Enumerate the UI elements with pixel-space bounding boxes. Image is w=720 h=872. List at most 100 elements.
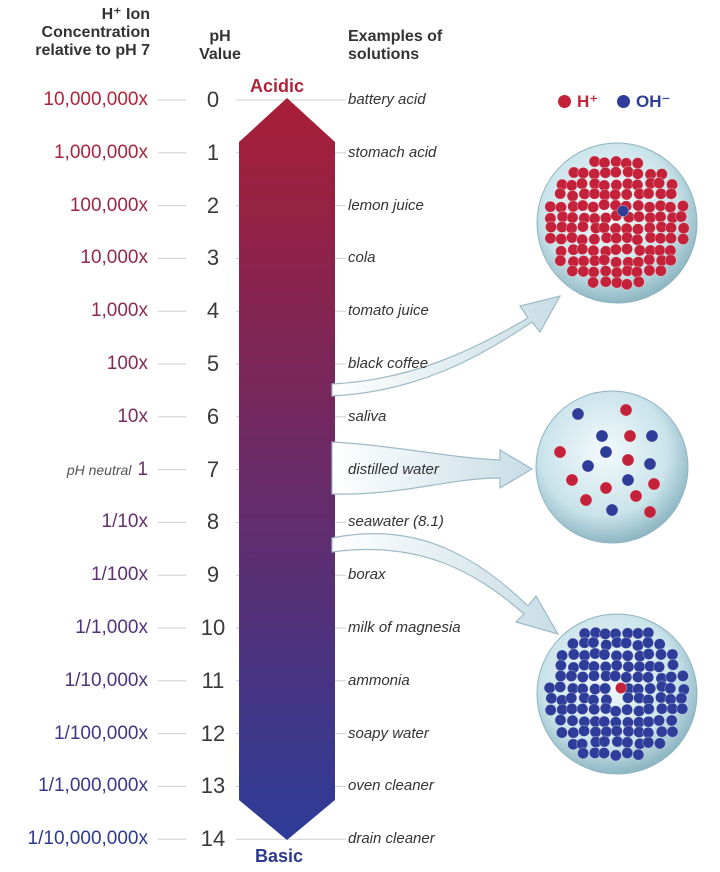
h-ion	[629, 489, 643, 503]
h-ion	[553, 445, 567, 459]
h-ion	[599, 166, 612, 179]
example-solution: milk of magnesia	[348, 619, 461, 636]
example-solution: ammonia	[348, 671, 410, 689]
h-ion	[619, 403, 633, 417]
h-ion	[632, 199, 645, 212]
example-solution: stomach acid	[348, 143, 437, 161]
oh-ion	[600, 725, 613, 738]
oh-ion	[598, 747, 610, 759]
h-ion	[565, 179, 578, 192]
examples-header: Examples of solutions	[348, 28, 442, 64]
arrow-to-basic-sphere	[331, 533, 560, 635]
h-ion	[621, 243, 633, 255]
concentration-value: 1,000,000x	[53, 141, 148, 163]
example-solution: seawater (8.1)	[348, 513, 444, 531]
h-ion	[598, 253, 611, 266]
ph-value: 2	[206, 192, 220, 218]
oh-ion	[632, 748, 645, 761]
oh-ion	[621, 649, 634, 662]
h-ion	[556, 210, 569, 223]
h-ion	[654, 232, 667, 245]
h-ion	[655, 187, 667, 200]
oh-ion	[644, 682, 657, 695]
oh-ion	[543, 682, 556, 694]
h-ion	[653, 177, 665, 189]
h-ion	[611, 276, 623, 289]
oh-ion	[599, 445, 613, 459]
h-ion	[600, 212, 612, 224]
h-ion	[621, 278, 633, 291]
concentration-value: 1/10x	[101, 511, 148, 533]
oh-ion	[666, 725, 679, 738]
concentration-value: 10,000x	[80, 247, 148, 269]
concentration-value: pH neutral 1	[0, 459, 148, 481]
h-ion	[632, 256, 645, 268]
ph-value: 13	[200, 773, 226, 799]
ph-value: 14	[200, 826, 226, 852]
oh-ion	[632, 639, 644, 652]
ph-value: 4	[206, 298, 220, 324]
oh-ion	[621, 703, 633, 716]
oh-ion	[589, 726, 602, 738]
example-solution: soapy water	[348, 724, 429, 742]
oh-ion	[620, 671, 633, 684]
oh-ion	[617, 205, 629, 217]
h-ion	[577, 167, 590, 179]
h-ion	[576, 199, 589, 212]
neutral-sphere	[535, 390, 689, 544]
concentration-number: 1	[137, 458, 148, 480]
h-ion	[631, 157, 644, 170]
h-ion	[675, 210, 688, 223]
h-ion	[554, 187, 567, 200]
h-ion	[598, 198, 611, 211]
h-ion	[615, 682, 627, 694]
ph-value: 1	[206, 139, 220, 165]
oh-ion	[544, 704, 557, 716]
oh-ion	[655, 648, 667, 661]
h-ion	[577, 220, 589, 233]
h-ion	[677, 200, 689, 212]
h-ion	[566, 211, 579, 224]
oh-ion	[642, 736, 655, 749]
h-ion	[664, 201, 677, 214]
h-ion	[588, 168, 601, 180]
oh-ion	[589, 683, 601, 695]
h-ion	[587, 266, 600, 278]
concentration-value: 10,000,000x	[43, 89, 148, 110]
concentration-value: 1/1,000,000x	[38, 775, 148, 797]
ph-value: 6	[206, 403, 220, 429]
oh-ion	[554, 681, 567, 693]
h-ion	[587, 201, 600, 213]
oh-ion	[545, 692, 558, 705]
ph-value: 8	[206, 509, 220, 535]
h-ion	[599, 481, 613, 495]
ph-value: 9	[206, 562, 220, 588]
basic-label: Basic	[255, 846, 304, 866]
h-ion	[631, 266, 643, 278]
oh-ion	[642, 648, 655, 660]
concentration-header-line3: relative to pH 7	[35, 42, 150, 59]
oh-ion	[653, 661, 665, 673]
oh-ion	[556, 649, 568, 662]
ph-value: 0	[206, 87, 220, 112]
examples-header-line2: solutions	[348, 46, 420, 63]
oh-ion	[571, 407, 585, 421]
ions	[543, 155, 690, 762]
oh-ion	[611, 735, 624, 748]
concentration-value: 100,000x	[69, 194, 148, 216]
oh-ion	[632, 627, 644, 640]
h-ion	[631, 233, 644, 246]
oh-ion	[667, 658, 679, 671]
h-ion	[598, 156, 611, 169]
h-ion	[566, 231, 578, 244]
oh-ion	[598, 735, 611, 748]
ph-value-header: pH Value	[180, 28, 260, 64]
h-ion	[622, 165, 635, 178]
example-solution: tomato juice	[348, 302, 429, 320]
oh-ion	[675, 692, 688, 705]
oh-ion	[656, 702, 668, 715]
example-solution: drain cleaner	[348, 830, 435, 848]
concentration-value: 1,000x	[90, 300, 148, 322]
arrow-to-neutral-sphere	[331, 441, 534, 495]
oh-ion	[610, 659, 623, 672]
